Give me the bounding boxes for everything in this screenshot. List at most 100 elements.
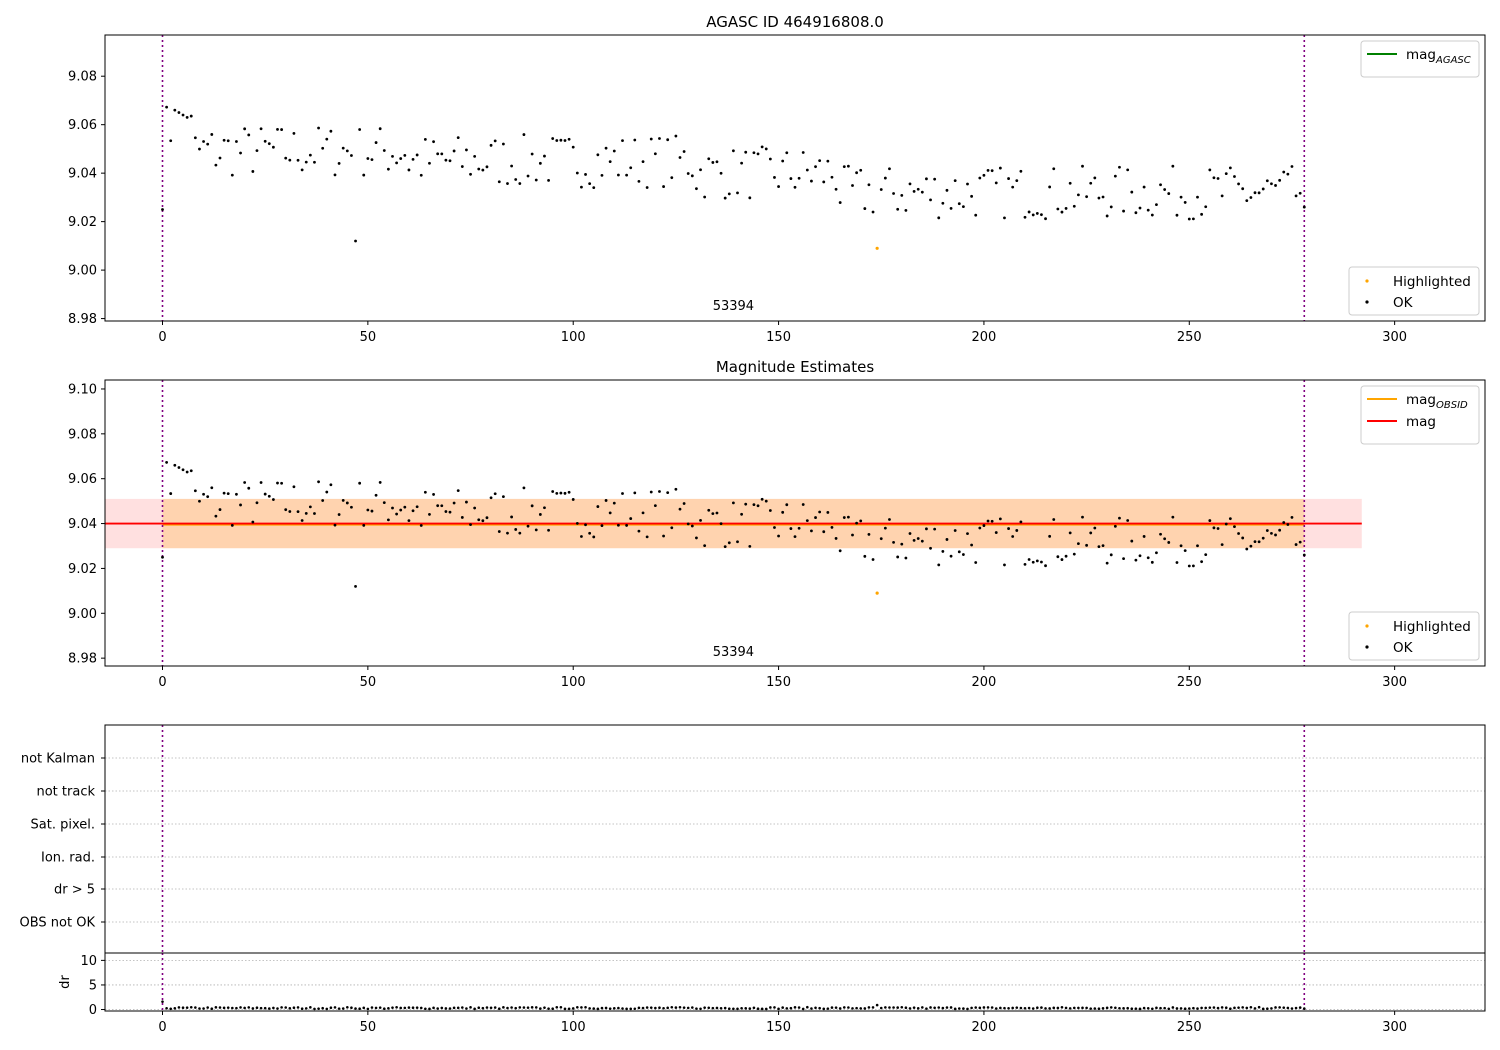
ok-point <box>653 504 657 507</box>
legend-box <box>1348 266 1480 316</box>
dr-point <box>522 1006 526 1009</box>
dr-point <box>514 1006 518 1010</box>
ok-point <box>756 504 760 508</box>
ok-point <box>793 535 797 539</box>
ok-point <box>1216 527 1220 530</box>
ok-point <box>756 152 760 156</box>
dr-point <box>1294 1006 1298 1010</box>
ok-point <box>867 183 871 187</box>
dr-point <box>1130 1007 1134 1010</box>
ok-point <box>308 505 312 509</box>
ok-point <box>189 114 193 118</box>
dr-point <box>1270 1007 1273 1010</box>
ok-point <box>456 489 460 493</box>
ok-point <box>1003 216 1006 220</box>
ok-point <box>1208 168 1212 172</box>
x-tick-label: 100 <box>561 330 586 345</box>
y-tick-label: 0 <box>89 1003 97 1018</box>
ok-point <box>317 480 320 484</box>
dr-point <box>781 1006 784 1009</box>
dr-point <box>346 1005 349 1009</box>
ok-point <box>1072 204 1076 208</box>
dr-point <box>695 1007 698 1010</box>
ok-point <box>428 513 431 516</box>
dr-point <box>226 1006 230 1009</box>
ok-point <box>682 502 686 505</box>
ok-point <box>1237 532 1240 535</box>
ok-point <box>510 515 514 519</box>
dr-point <box>879 1006 883 1010</box>
ok-point <box>1031 213 1035 217</box>
panel-agasc: AGASC ID 464916808.0 53394 0 50 100 150 200 250… <box>68 13 1486 345</box>
ok-point <box>596 505 600 508</box>
ok-point <box>584 523 587 527</box>
dr-point <box>329 1006 333 1010</box>
ok-point <box>485 165 489 169</box>
ok-point <box>900 193 904 197</box>
dr-point <box>888 1006 891 1009</box>
dr-point <box>937 1006 941 1009</box>
y-tick-label: 9.06 <box>68 118 97 133</box>
dr-point <box>584 1005 587 1009</box>
dr-point <box>912 1006 916 1009</box>
ok-point <box>1196 544 1199 548</box>
ok-point <box>444 158 448 162</box>
ok-point <box>596 153 600 157</box>
y-tick-label: 8.98 <box>68 312 97 327</box>
ok-point <box>896 555 900 559</box>
ok-point <box>1076 193 1080 197</box>
dr-point <box>518 1006 522 1009</box>
ok-point <box>1035 559 1039 563</box>
dr-point <box>502 1006 505 1009</box>
dr-point <box>1109 1006 1113 1009</box>
dr-point <box>547 1007 550 1010</box>
ok-point <box>193 489 197 493</box>
dr-point <box>773 1006 776 1009</box>
ok-point <box>1175 213 1179 217</box>
dr-point <box>1155 1006 1158 1010</box>
x-tick-label: 300 <box>1382 675 1407 690</box>
ok-point <box>514 178 518 181</box>
ok-point <box>814 165 817 169</box>
ok-point <box>641 160 645 164</box>
ok-point <box>834 537 838 540</box>
ok-point <box>801 503 805 506</box>
dr-point <box>596 1007 600 1011</box>
ok-point <box>489 496 493 500</box>
ok-point <box>481 519 485 523</box>
ok-point <box>879 537 883 541</box>
ok-point <box>1241 187 1245 191</box>
ok-point <box>403 153 407 157</box>
ok-point <box>744 502 748 506</box>
ok-point <box>267 142 271 146</box>
ok-point <box>407 168 411 172</box>
ok-point <box>226 139 230 143</box>
flag-label: OBS not OK <box>20 916 96 931</box>
ok-point <box>354 239 357 243</box>
ok-point <box>1228 517 1232 521</box>
ok-point <box>670 526 674 530</box>
ok-point <box>695 187 698 191</box>
dr-point <box>1245 1006 1249 1010</box>
ok-point <box>1126 168 1130 172</box>
ok-point <box>382 149 386 152</box>
ok-point <box>456 136 460 139</box>
ok-point <box>916 537 920 540</box>
dr-point <box>986 1006 990 1009</box>
dr-point <box>617 1006 620 1010</box>
ok-point <box>428 161 431 165</box>
ok-point <box>1278 178 1282 182</box>
x-tick-label: 200 <box>972 675 997 690</box>
ok-point <box>575 522 579 525</box>
dr-point <box>214 1006 218 1009</box>
ok-point <box>920 190 924 194</box>
ok-point <box>259 481 263 484</box>
ok-point <box>752 503 756 507</box>
dr-point <box>173 1007 177 1010</box>
ok-point <box>978 176 982 180</box>
ok-point <box>846 164 850 168</box>
dr-point <box>440 1006 444 1010</box>
dr-point <box>411 1006 415 1010</box>
ok-point <box>678 156 682 159</box>
dr-point <box>493 1006 497 1009</box>
